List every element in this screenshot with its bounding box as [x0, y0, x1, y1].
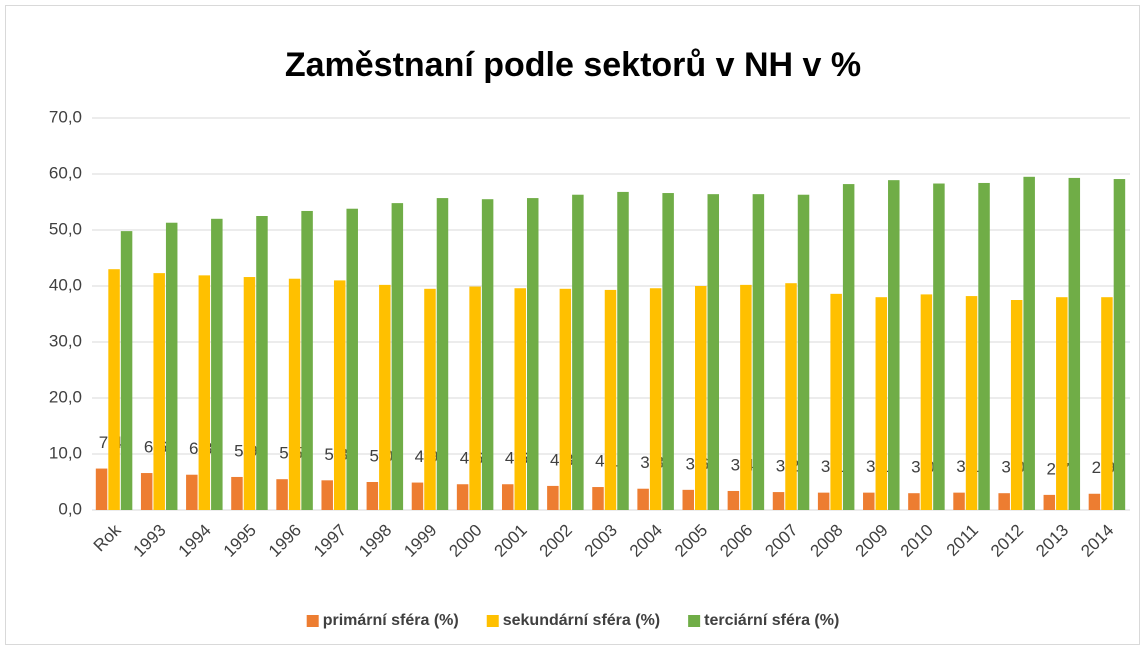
y-tick-label: 60,0 [49, 163, 82, 182]
bar [153, 273, 165, 510]
bar [682, 489, 695, 510]
y-tick-label: 10,0 [49, 443, 82, 462]
bar [514, 288, 526, 510]
bar [108, 269, 120, 510]
bar [888, 180, 900, 510]
bar [366, 482, 379, 510]
bar [469, 286, 481, 510]
bar [998, 493, 1010, 510]
legend-swatch [306, 615, 319, 627]
bar [978, 182, 990, 510]
bar [817, 492, 830, 510]
bar [411, 482, 424, 510]
bar [875, 297, 888, 510]
bar [481, 199, 494, 510]
legend-swatch [688, 615, 701, 627]
bar [617, 191, 629, 511]
bar [695, 286, 707, 510]
bar [276, 479, 288, 510]
bar [1043, 494, 1056, 510]
bar [321, 480, 333, 510]
y-tick-label: 30,0 [49, 331, 82, 350]
y-tick-label: 70,0 [49, 107, 82, 126]
bar [379, 284, 391, 510]
y-tick-label: 40,0 [49, 275, 82, 294]
bar [140, 473, 153, 510]
bar [333, 280, 346, 510]
bar [637, 488, 649, 510]
bar [501, 484, 514, 510]
bar [933, 183, 945, 510]
y-tick-label: 50,0 [49, 219, 82, 238]
bar [649, 288, 662, 510]
bar [1113, 179, 1126, 511]
bar [243, 277, 256, 510]
bar [1101, 297, 1113, 510]
bar [740, 284, 752, 510]
bar [965, 296, 978, 510]
bar [120, 231, 133, 510]
bar [211, 218, 223, 511]
chart-title: Zaměstnaní podle sektorů v NH v % [285, 46, 861, 84]
bar [727, 490, 740, 510]
bar [662, 193, 674, 511]
bar [1023, 176, 1035, 511]
bar [572, 194, 584, 510]
bar [391, 203, 404, 510]
bar [436, 198, 449, 510]
bar [953, 492, 965, 510]
bar [752, 194, 765, 510]
bar [1088, 493, 1101, 510]
bar [559, 288, 572, 510]
bar [346, 208, 358, 510]
legend-label: terciární sféra (%) [704, 612, 839, 629]
y-tick-label: 0,0 [58, 499, 82, 518]
bar [95, 468, 108, 510]
bar [547, 485, 559, 510]
bar [165, 222, 178, 510]
legend-label: sekundární sféra (%) [503, 612, 660, 629]
bar [186, 474, 198, 510]
legend-label: primární sféra (%) [323, 612, 459, 629]
bar [797, 194, 810, 510]
bar [842, 184, 855, 510]
bar [830, 293, 842, 510]
bar [1056, 297, 1068, 510]
bar [256, 216, 268, 510]
bar [908, 493, 920, 510]
bar [785, 283, 797, 510]
y-tick-label: 20,0 [49, 387, 82, 406]
bar [772, 492, 785, 510]
bar [920, 294, 933, 510]
bar [424, 288, 436, 510]
bar [301, 210, 313, 510]
bar [604, 289, 617, 510]
bar [592, 487, 604, 510]
bar [456, 484, 469, 510]
bar [231, 476, 243, 510]
legend-swatch [486, 615, 499, 627]
bar [288, 278, 301, 510]
bar [707, 194, 720, 510]
bar [526, 198, 539, 510]
bar [1010, 300, 1023, 510]
bar [1068, 177, 1081, 511]
bar [863, 492, 875, 510]
bar [198, 275, 211, 510]
